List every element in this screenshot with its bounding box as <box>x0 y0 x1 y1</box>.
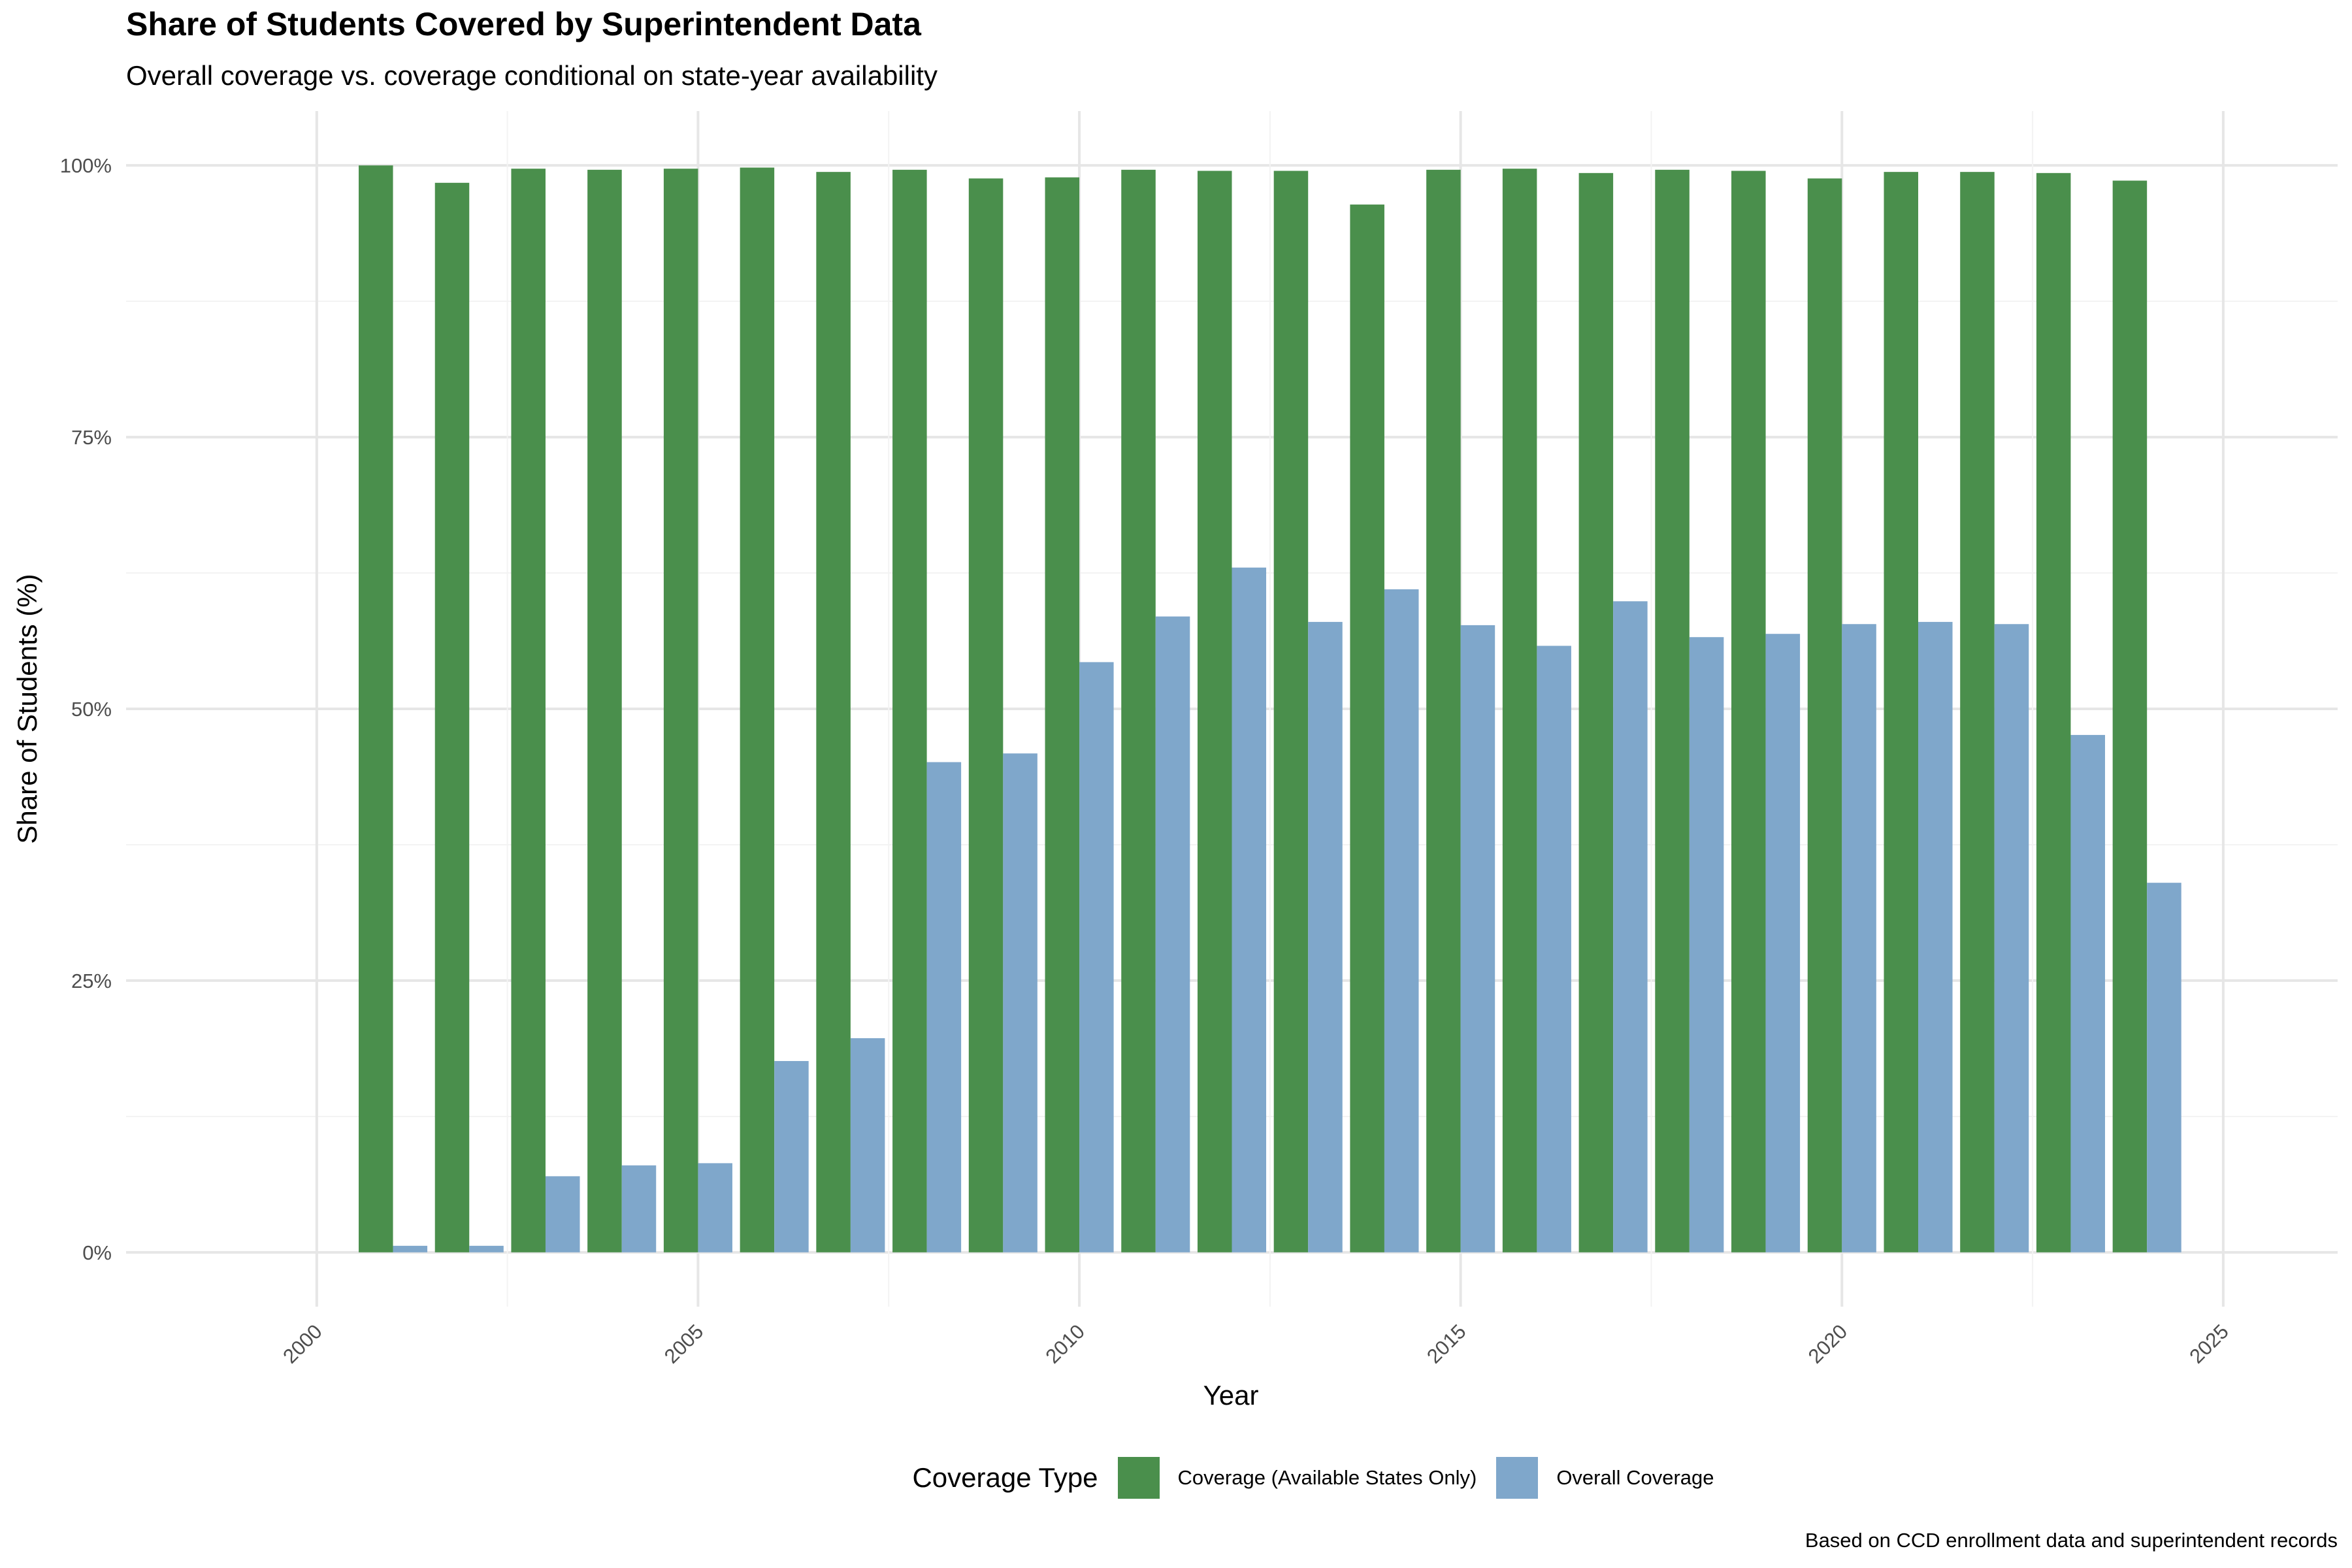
chart-caption: Based on CCD enrollment data and superin… <box>1805 1529 2338 1552</box>
bar-available-states-2008 <box>892 169 927 1252</box>
bar-available-states-2019 <box>1731 171 1766 1252</box>
bar-available-states-2010 <box>1045 177 1080 1252</box>
bar-available-states-2021 <box>1884 172 1919 1252</box>
legend-title: Coverage Type <box>912 1462 1098 1493</box>
bar-chart: 0%25%50%75%100%2000 2005 2010 2015 2020 2025 … <box>12 111 2338 1411</box>
bar-overall-2024 <box>2147 883 2181 1252</box>
bar-available-states-2012 <box>1197 171 1232 1252</box>
bar-overall-2001 <box>393 1245 428 1252</box>
bars <box>359 165 2181 1252</box>
bar-overall-2022 <box>1994 624 2029 1252</box>
x-tick-label: 2020 <box>1804 1320 1852 1368</box>
bar-overall-2010 <box>1079 662 1114 1252</box>
y-tick-label: 0% <box>82 1241 112 1264</box>
legend-label-available-states: Coverage (Available States Only) <box>1177 1466 1477 1489</box>
bar-available-states-2022 <box>1960 172 1995 1252</box>
x-tick-label: 2025 <box>2185 1320 2233 1368</box>
y-tick-label: 75% <box>71 426 112 449</box>
x-tick-label: 2010 <box>1041 1320 1089 1368</box>
bar-available-states-2011 <box>1121 169 1156 1252</box>
bar-overall-2012 <box>1232 567 1267 1252</box>
bar-overall-2023 <box>2070 734 2105 1252</box>
bar-overall-2015 <box>1460 625 1495 1252</box>
bar-overall-2021 <box>1918 621 1953 1252</box>
bar-available-states-2006 <box>740 167 775 1252</box>
bar-available-states-2023 <box>2036 172 2071 1252</box>
legend-key-overall <box>1496 1457 1539 1499</box>
bar-available-states-2017 <box>1578 172 1614 1252</box>
bar-overall-2007 <box>850 1038 885 1252</box>
legend-item-available-states: Coverage (Available States Only) <box>1117 1457 1477 1499</box>
bar-available-states-2005 <box>663 169 698 1252</box>
bar-overall-2018 <box>1689 637 1724 1252</box>
bar-available-states-2024 <box>2112 180 2148 1252</box>
bar-available-states-2015 <box>1426 169 1461 1252</box>
bar-available-states-2020 <box>1807 178 1842 1252</box>
bar-overall-2019 <box>1765 634 1801 1252</box>
x-tick-label: 2000 <box>278 1320 327 1368</box>
bar-overall-2005 <box>698 1163 732 1252</box>
legend-key-available-states <box>1117 1457 1160 1499</box>
bar-available-states-2004 <box>587 169 622 1252</box>
y-tick-label: 50% <box>71 698 112 721</box>
bar-overall-2016 <box>1537 645 1571 1252</box>
bar-overall-2014 <box>1384 589 1419 1252</box>
chart-subtitle: Overall coverage vs. coverage conditiona… <box>126 60 938 91</box>
x-tick-label: 2015 <box>1422 1320 1471 1368</box>
bar-available-states-2007 <box>816 172 851 1252</box>
y-tick-label: 100% <box>60 154 112 177</box>
legend-label-overall: Overall Coverage <box>1556 1466 1714 1489</box>
bar-available-states-2016 <box>1502 169 1537 1252</box>
bar-overall-2002 <box>469 1245 504 1252</box>
bar-available-states-2003 <box>511 169 546 1252</box>
bar-overall-2004 <box>621 1165 657 1252</box>
bar-available-states-2013 <box>1273 171 1309 1252</box>
x-axis-label: Year <box>1203 1380 1259 1411</box>
bar-available-states-2002 <box>434 182 470 1252</box>
chart-title: Share of Students Covered by Superintend… <box>126 6 921 42</box>
bar-available-states-2001 <box>359 165 393 1252</box>
bar-overall-2011 <box>1155 616 1190 1252</box>
x-tick-label: 2005 <box>660 1320 708 1368</box>
legend-item-overall: Overall Coverage <box>1496 1457 1714 1499</box>
bar-overall-2008 <box>926 762 962 1252</box>
bar-overall-2020 <box>1842 624 1876 1252</box>
bar-overall-2003 <box>545 1176 580 1252</box>
bar-overall-2006 <box>774 1061 809 1252</box>
bar-available-states-2009 <box>968 178 1004 1252</box>
bar-overall-2017 <box>1613 601 1648 1252</box>
bar-available-states-2018 <box>1655 169 1690 1252</box>
bar-overall-2009 <box>1003 753 1037 1252</box>
y-tick-label: 25% <box>71 970 112 992</box>
y-axis-label: Share of Students (%) <box>12 574 42 843</box>
bar-available-states-2014 <box>1350 204 1384 1252</box>
legend: Coverage Type Coverage (Available States… <box>0 1452 2352 1504</box>
bar-overall-2013 <box>1308 621 1343 1252</box>
